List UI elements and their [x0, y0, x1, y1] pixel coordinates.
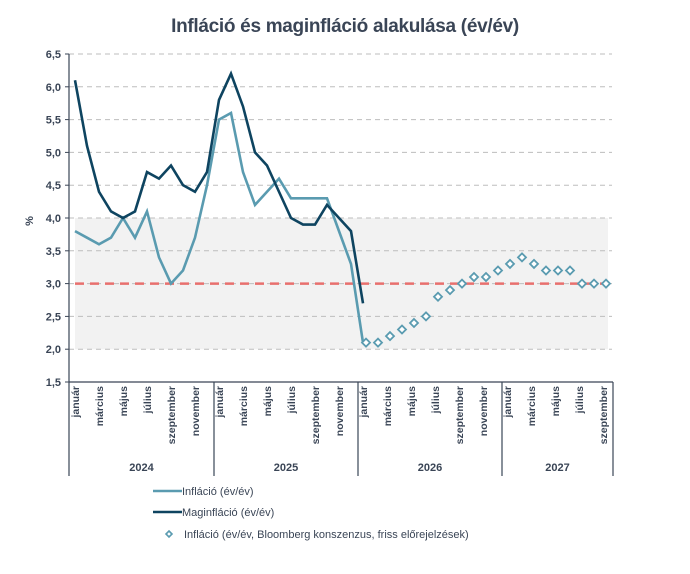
forecast-marker	[372, 337, 384, 348]
month-tick-label: január	[214, 386, 226, 419]
forecast-marker	[432, 291, 444, 302]
year-label: 2026	[418, 462, 442, 474]
y-tick-label: 5,0	[46, 147, 61, 159]
y-tick-label: 6,0	[46, 82, 61, 94]
forecast-marker	[444, 284, 456, 296]
y-tick-label: 2,0	[46, 344, 61, 356]
month-tick-label: március	[238, 386, 250, 426]
legend-marker-swatch	[164, 529, 174, 539]
y-tick-labels: 1,5 2,0 2,5 3,0 3,5 4,0 4,5 5,0 5,5 6,0 6,5	[46, 49, 69, 389]
forecast-marker	[384, 330, 396, 342]
month-tick-label: május	[118, 386, 130, 417]
y-tick-label: 5,5	[46, 115, 61, 127]
y-tick-label: 4,0	[46, 213, 61, 225]
year-label: 2025	[274, 462, 298, 474]
chart-title: Infláció és maginfláció alakulása (év/év…	[171, 16, 519, 37]
y-tick-label: 6,5	[46, 49, 61, 61]
legend-item: Maginfláció (év/év)	[153, 507, 274, 519]
month-tick-label: november	[190, 386, 202, 436]
forecast-marker	[492, 265, 504, 276]
forecast-marker	[420, 311, 432, 322]
month-tick-label: július	[286, 386, 298, 415]
month-tick-label: szeptember	[310, 386, 322, 444]
forecast-marker	[504, 258, 516, 270]
month-tick-label: január	[502, 386, 514, 419]
series-line	[73, 70, 365, 304]
y-tick-label: 4,5	[46, 180, 61, 192]
forecast-marker	[396, 324, 408, 335]
legend-item: Infláció (év/év)	[153, 486, 254, 498]
forecast-marker	[456, 278, 468, 289]
forecast-marker	[576, 278, 588, 289]
forecast-marker	[540, 265, 552, 276]
forecast-marker	[588, 278, 600, 289]
forecast-marker	[564, 265, 576, 276]
month-tick-label: május	[406, 386, 418, 417]
year-label: 2027	[545, 462, 569, 474]
forecast-marker	[360, 337, 372, 348]
forecast-marker	[516, 252, 528, 263]
axes	[68, 54, 613, 476]
y-tick-label: 1,5	[46, 377, 61, 389]
month-tick-label: szeptember	[454, 386, 466, 444]
y-tick-label: 2,5	[46, 311, 61, 323]
month-tick-label: január	[70, 386, 82, 419]
month-tick-label: március	[382, 386, 394, 426]
forecast-marker	[600, 278, 612, 289]
month-tick-label: május	[550, 386, 562, 417]
forecast-marker	[552, 265, 564, 276]
legend: Infláció (év/év) Maginfláció (év/év) Inflá…	[153, 486, 469, 541]
month-tick-label: szeptember	[166, 386, 178, 444]
forecast-marker	[408, 317, 420, 329]
month-tick-label: július	[574, 386, 586, 415]
forecast-marker	[480, 271, 492, 283]
legend-item: Infláció (év/év, Bloomberg konszenzus, f…	[164, 529, 469, 541]
x-tick-labels: január március május július szeptember novemb…	[70, 382, 614, 476]
series	[73, 70, 612, 348]
forecast-marker	[468, 271, 480, 283]
y-tick-label: 3,0	[46, 279, 61, 291]
series-2	[73, 70, 365, 304]
month-tick-label: november	[334, 386, 346, 436]
legend-label: Infláció (év/év, Bloomberg konszenzus, f…	[184, 529, 469, 541]
month-tick-label: július	[430, 386, 442, 415]
month-tick-label: május	[262, 386, 274, 417]
series-3	[360, 252, 612, 348]
month-tick-label: március	[94, 386, 106, 426]
month-tick-label: szeptember	[598, 386, 610, 444]
y-tick-label: 3,5	[46, 246, 61, 258]
y-axis-label: %	[24, 216, 36, 226]
month-tick-label: november	[478, 386, 490, 436]
gridlines	[69, 53, 612, 350]
legend-label: Infláció (év/év)	[182, 486, 254, 498]
month-tick-label: március	[526, 386, 538, 426]
year-label: 2024	[129, 462, 154, 474]
month-tick-label: január	[358, 386, 370, 419]
month-tick-label: július	[142, 386, 154, 415]
legend-label: Maginfláció (év/év)	[182, 507, 274, 519]
forecast-marker	[528, 258, 540, 270]
